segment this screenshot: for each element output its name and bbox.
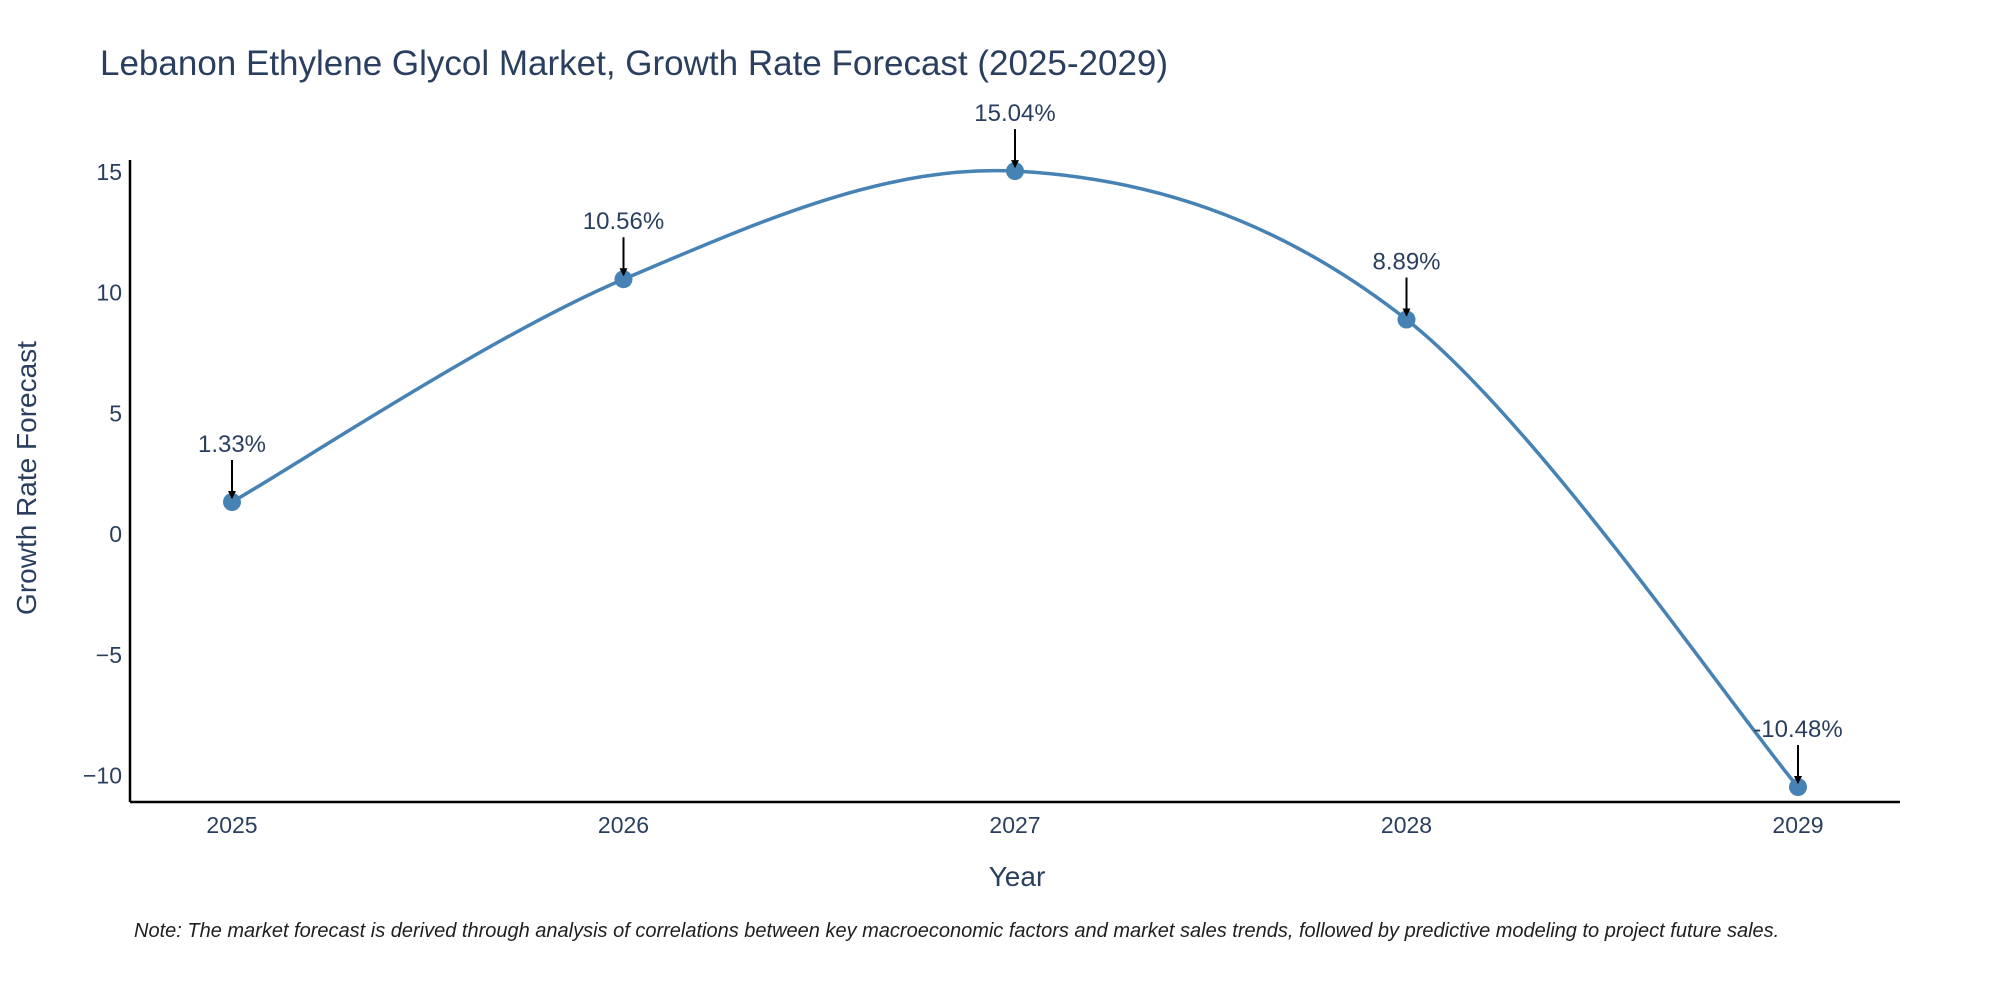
x-tick-label: 2029 xyxy=(1772,812,1823,838)
y-axis-title: Growth Rate Forecast xyxy=(11,341,42,615)
y-tick-label: −5 xyxy=(96,642,122,668)
data-point xyxy=(1789,778,1807,797)
x-tick-label: 2026 xyxy=(598,812,649,838)
x-tick-label: 2025 xyxy=(206,812,257,838)
y-tick-label: 5 xyxy=(109,400,122,426)
y-tick-label: 10 xyxy=(96,280,122,306)
footnote: Note: The market forecast is derived thr… xyxy=(134,920,1780,942)
y-tick-label: 15 xyxy=(96,159,122,185)
data-label: 10.56% xyxy=(583,208,664,235)
chart-title: Lebanon Ethylene Glycol Market, Growth R… xyxy=(100,44,1169,83)
x-tick-label: 2028 xyxy=(1381,812,1432,838)
data-label: -10.48% xyxy=(1753,716,1842,743)
data-point xyxy=(614,270,633,289)
x-axis-title: Year xyxy=(989,861,1046,892)
y-tick-label: 0 xyxy=(109,521,122,547)
data-label: 1.33% xyxy=(198,431,266,458)
data-point xyxy=(1397,310,1416,329)
data-point xyxy=(223,492,241,511)
x-tick-label: 2027 xyxy=(989,812,1040,838)
data-label: 15.04% xyxy=(974,100,1055,127)
y-tick-label: −10 xyxy=(83,762,122,788)
series-line xyxy=(231,168,1800,789)
data-point xyxy=(1006,162,1024,181)
data-label: 8.89% xyxy=(1372,249,1440,276)
